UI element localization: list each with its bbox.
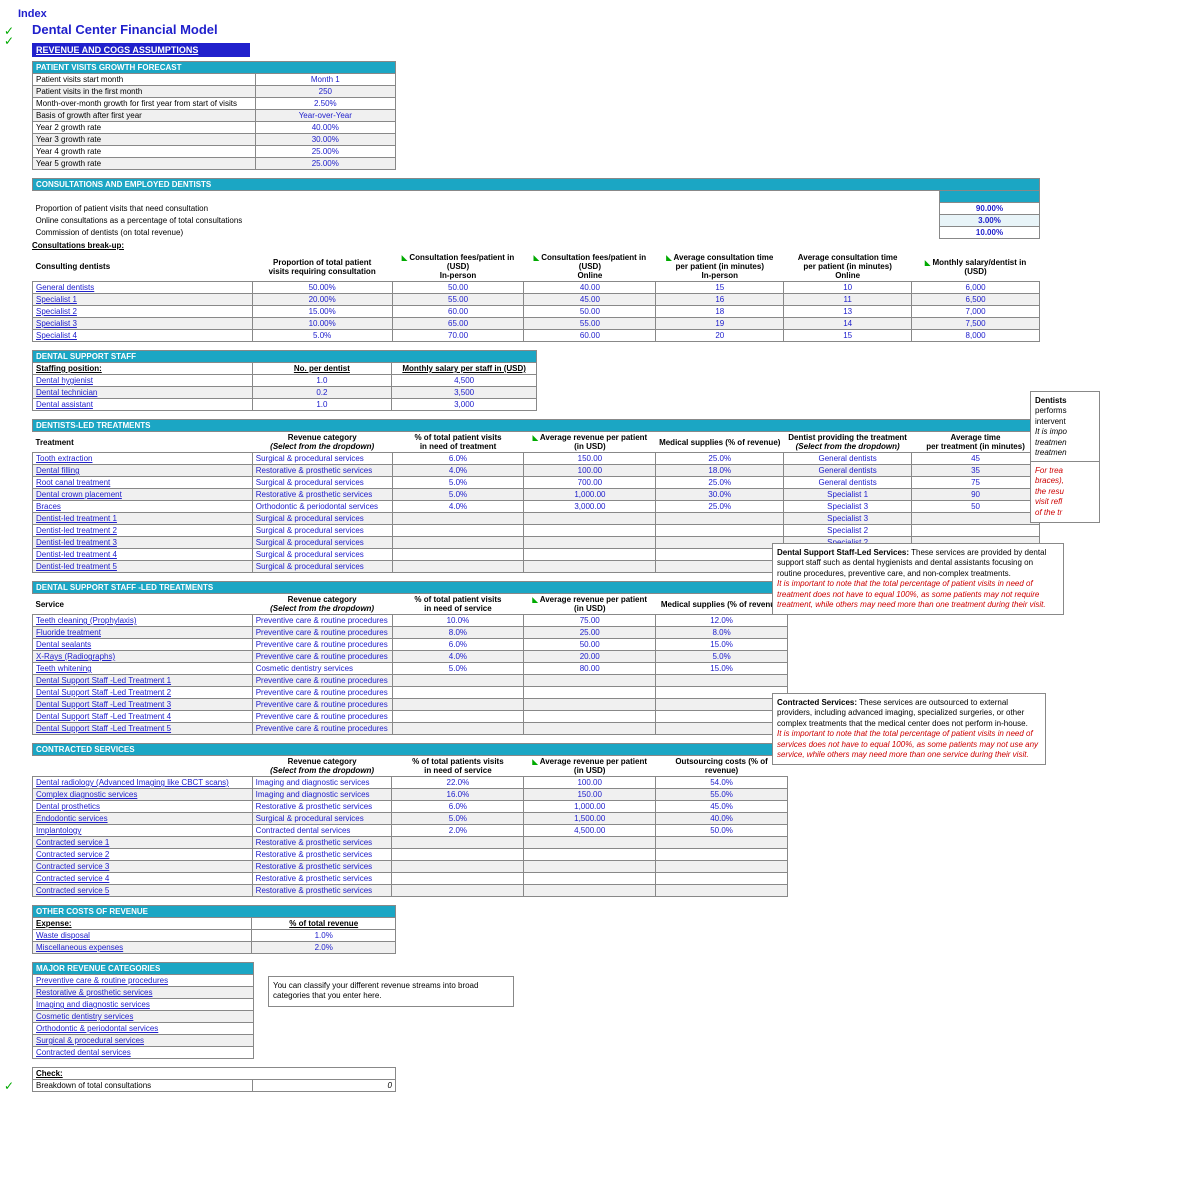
consultations-table: CONSULTATIONS AND EMPLOYED DENTISTS Prop… (32, 178, 1040, 239)
consult-breakup-label: Consultations break-up: (32, 241, 1200, 250)
note-dentists-led: Dentists performs intervent It is impo t… (1030, 391, 1100, 463)
support-staff-table: DENTAL SUPPORT STAFF Staffing position: … (32, 350, 537, 411)
check-table: Check: Breakdown of total consultations … (32, 1067, 396, 1092)
note-staff-led: Dental Support Staff-Led Services: These… (772, 543, 1064, 615)
contracted-table: CONTRACTED SERVICES Revenue category(Sel… (32, 743, 788, 897)
section-header: REVENUE AND COGS ASSUMPTIONS (32, 43, 250, 57)
page-title: Dental Center Financial Model (0, 20, 1200, 43)
revenue-categories-table: MAJOR REVENUE CATEGORIES Preventive care… (32, 962, 254, 1059)
check-icon: ✓ (4, 1079, 14, 1093)
staff-led-table: DENTAL SUPPORT STAFF -LED TREATMENTS Ser… (32, 581, 788, 735)
index-link[interactable]: Index (0, 8, 1200, 20)
note-dentists-led-red: For trea braces), the resu visit refl of… (1030, 461, 1100, 523)
other-costs-table: OTHER COSTS OF REVENUE Expense: % of tot… (32, 905, 396, 954)
note-categories: You can classify your different revenue … (268, 976, 514, 1007)
note-contracted: Contracted Services: These services are … (772, 693, 1046, 765)
patient-visits-table: PATIENT VISITS GROWTH FORECAST Patient v… (32, 61, 396, 170)
consultations-breakup-table: Consulting dentists Proportion of total … (32, 252, 1040, 342)
